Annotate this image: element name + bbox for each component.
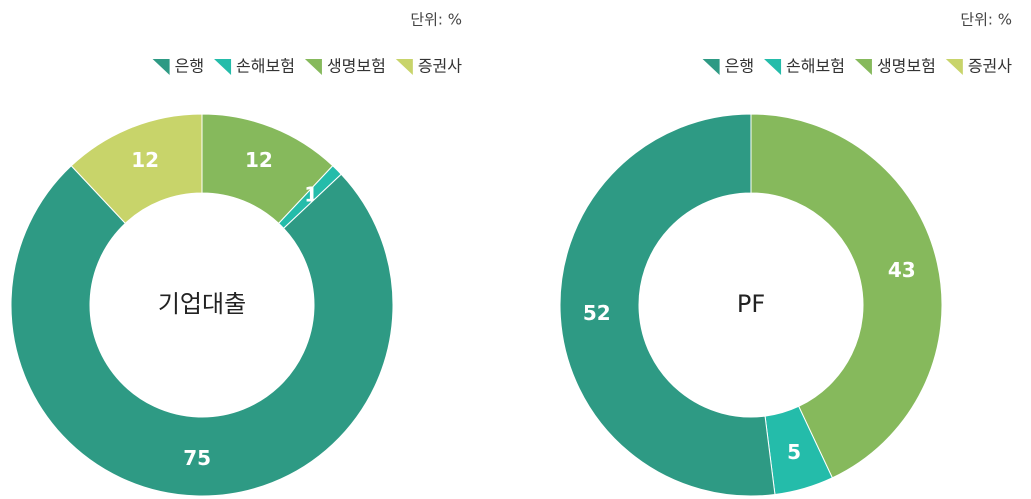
slice	[750, 113, 943, 479]
legend-marker	[304, 59, 322, 75]
legend-label: 증권사	[968, 57, 1012, 76]
legend-marker	[764, 59, 782, 75]
center-label: PF	[737, 290, 765, 318]
legend-marker	[214, 59, 232, 75]
value-label: 5	[787, 440, 801, 464]
unit-label: 단위: %	[960, 11, 1012, 29]
legend-marker	[945, 59, 963, 75]
value-label: 0	[744, 83, 758, 107]
value-label: 12	[245, 148, 273, 172]
unit-label: 단위: %	[410, 11, 462, 29]
legend-label: 생명보험	[877, 57, 936, 76]
legend-marker	[395, 59, 413, 75]
value-label: 52	[583, 301, 611, 325]
legend-label: 증권사	[418, 57, 462, 76]
slice	[559, 113, 776, 497]
slice	[10, 165, 394, 497]
legend-label: 손해보험	[786, 57, 845, 76]
legend-marker	[702, 59, 720, 75]
value-label: 75	[183, 446, 211, 470]
legend-label: 은행	[175, 57, 204, 76]
legend-label: 손해보험	[236, 57, 295, 76]
legend-label: 은행	[725, 57, 754, 76]
slice	[70, 113, 203, 225]
legend-label: 생명보험	[327, 57, 386, 76]
legend-marker	[854, 59, 872, 75]
legend-marker	[152, 59, 170, 75]
value-label: 43	[888, 258, 916, 282]
value-label: 12	[131, 148, 159, 172]
center-label: 기업대출	[158, 290, 246, 318]
